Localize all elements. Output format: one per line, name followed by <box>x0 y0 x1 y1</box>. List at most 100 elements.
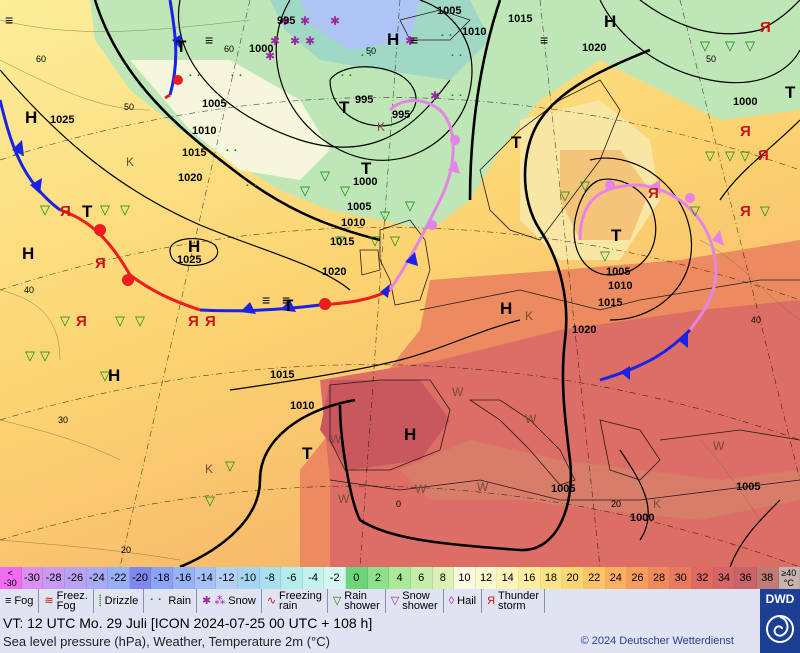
svg-text:⠂⠂: ⠂⠂ <box>340 71 356 83</box>
svg-text:✱: ✱ <box>405 34 415 48</box>
svg-text:⠂⠂: ⠂⠂ <box>245 181 261 193</box>
scale-cell: 14 <box>497 567 519 589</box>
pressure-label: 1010 <box>290 400 314 412</box>
svg-text:▽: ▽ <box>380 208 390 223</box>
pressure-label: 995 <box>277 15 295 27</box>
isobar-1015-europe <box>523 48 651 461</box>
low-center: T <box>339 98 350 117</box>
svg-text:▽: ▽ <box>40 202 50 217</box>
pressure-label: 1015 <box>508 13 532 25</box>
svg-text:✱: ✱ <box>265 49 275 63</box>
occluded-front-atlantic <box>388 99 455 291</box>
legend-label: Snow <box>228 595 256 607</box>
coast-italy <box>468 399 576 486</box>
svg-text:▽: ▽ <box>135 313 145 328</box>
chart-footer: VT: 12 UTC Mo. 29 Juli [ICON 2024-07-25 … <box>0 613 760 653</box>
coast-greece <box>599 419 661 481</box>
legend-item: ⸽ Drizzle <box>94 589 145 613</box>
svg-text:⠂⠂: ⠂⠂ <box>380 121 396 133</box>
isotherm-label: 30 <box>58 415 68 425</box>
isobar-995 <box>329 66 417 127</box>
scale-cell: 30 <box>670 567 692 589</box>
isobar-1010-north <box>468 0 502 201</box>
pressure-label: 1015 <box>598 297 622 309</box>
isotherm-label: 60 <box>36 54 46 64</box>
snow-symbols: ✱ ✱ ✱ ✱ ✱ ✱ ✱✱✱ <box>265 14 440 103</box>
high-center: H <box>500 299 512 318</box>
low-center: T <box>611 226 622 245</box>
high-center: H <box>604 12 616 31</box>
svg-text:⠂⠂: ⠂⠂ <box>450 91 466 103</box>
map-canvas: ▽ ▽ ▽ ▽ ▽ ▽ ▽ ▽▽ ▽▽ ▽ ▽ ▽ ▽ ▽▽ ▽ ▽ ▽ ▽ ▽ ▽ ▽ ▽ ▽▽▽ ▽▽… <box>0 0 800 567</box>
svg-text:✱: ✱ <box>270 34 280 48</box>
weather-symbols: ▽ ▽ ▽ ▽ ▽ ▽ ▽ ▽▽ ▽▽ ▽ ▽ ▽ ▽ ▽▽ ▽ ▽ ▽ ▽ ▽ ▽ ▽ ▽ ▽▽▽ ▽▽… <box>5 12 771 508</box>
svg-text:▽: ▽ <box>100 368 110 383</box>
legend-label: Drizzle <box>104 595 139 607</box>
pressure-label: 1005 <box>551 483 575 495</box>
scale-cell: -2 <box>324 567 346 589</box>
svg-text:≡: ≡ <box>205 32 213 48</box>
isobar-1005 <box>178 0 451 148</box>
svg-text:✱: ✱ <box>330 14 340 28</box>
pressure-label: 1025 <box>50 114 74 126</box>
warm-marker: W <box>713 439 725 453</box>
isotherm-label: 40 <box>24 285 34 295</box>
scale-cell: -28 <box>43 567 65 589</box>
scale-cell: 10 <box>454 567 476 589</box>
svg-text:▽: ▽ <box>205 493 215 508</box>
svg-text:▽: ▽ <box>115 313 125 328</box>
isobar-1015 <box>93 0 381 242</box>
svg-text:Я: Я <box>205 313 216 330</box>
rain-icon: ⠂⠂ <box>149 594 166 607</box>
warm-marker: W <box>338 492 350 506</box>
freezing-fog-icon: ≋ <box>44 594 54 607</box>
high-center: H <box>188 237 200 256</box>
copyright: © 2024 Deutscher Wetterdienst <box>580 635 734 647</box>
low-center: T <box>785 83 796 102</box>
isobar-1005-baltic <box>573 178 657 276</box>
svg-text:▽: ▽ <box>405 198 415 213</box>
high-center: H <box>387 30 399 49</box>
svg-text:▽: ▽ <box>40 348 50 363</box>
svg-text:▽: ▽ <box>60 313 70 328</box>
svg-text:▽: ▽ <box>560 188 570 203</box>
legend-item: ⠂⠂ Rain <box>144 589 197 613</box>
scale-cell: 8 <box>432 567 455 589</box>
legend-item: ▽ Rain shower <box>328 589 386 613</box>
pressure-label: 1005 <box>437 5 461 17</box>
rain-shower-symbols: ▽ ▽ ▽ ▽ ▽ ▽ ▽ ▽▽ ▽▽ ▽ ▽ ▽ ▽ ▽▽ ▽ ▽ ▽ ▽ ▽ ▽ ▽ ▽ ▽▽▽ ▽▽ <box>25 38 770 508</box>
coast-north-europe <box>419 279 800 311</box>
lat-lon-grid <box>0 0 800 567</box>
pressure-label: 1015 <box>182 147 206 159</box>
svg-text:⠂⠂: ⠂⠂ <box>12 151 28 163</box>
isobar-1010-east <box>619 449 649 541</box>
svg-text:≡: ≡ <box>410 32 418 48</box>
svg-text:⠂⠂: ⠂⠂ <box>188 71 204 83</box>
scale-cell: -12 <box>216 567 238 589</box>
legend-item: ✱ ⁂ Snow <box>197 589 262 613</box>
cold-front-west <box>0 99 61 212</box>
isotherm-label: 20 <box>121 545 131 555</box>
pressure-label: 1020 <box>572 324 596 336</box>
svg-text:⠂⠂: ⠂⠂ <box>450 51 466 63</box>
occluded-front-baltic <box>578 183 718 331</box>
pressure-label: 1010 <box>192 125 216 137</box>
mediterranean-sea <box>400 440 800 520</box>
temperature-field-coldest <box>300 0 420 50</box>
pressure-label: 1020 <box>582 42 606 54</box>
svg-text:✱: ✱ <box>300 14 310 28</box>
svg-text:▽: ▽ <box>725 148 735 163</box>
scale-cell: -14 <box>194 567 217 589</box>
rain-symbols: ⠂⠂ ⠂⠂ ⠂⠂ ⠂⠂ ⠂⠂ ⠂⠂ ⠂⠂ ⠂⠂ ⠂⠂ ⠂⠂ ⠂⠂ <box>12 31 466 193</box>
svg-text:▽: ▽ <box>300 183 310 198</box>
warm-marker: W <box>330 432 342 446</box>
warm-cold-markers: W W W W W W W K K K K K <box>126 120 725 511</box>
snow-shower-icon: ▽ <box>390 594 400 607</box>
svg-text:≡: ≡ <box>5 12 13 28</box>
svg-text:⠂⠂: ⠂⠂ <box>230 71 246 83</box>
pressure-label: 995 <box>355 94 373 106</box>
svg-text:▽: ▽ <box>745 38 755 53</box>
coast-iberia <box>329 379 451 471</box>
pressure-label: 1005 <box>202 98 226 110</box>
scale-cell: 22 <box>583 567 606 589</box>
